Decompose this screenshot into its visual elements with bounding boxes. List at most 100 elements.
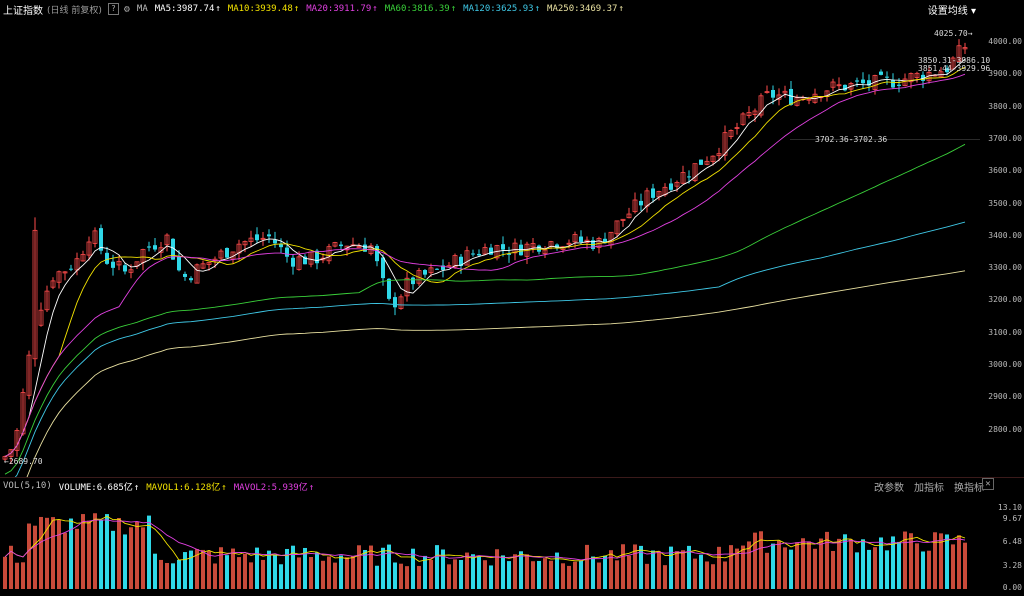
candle-body [614, 220, 620, 235]
ma10-line [4, 66, 966, 457]
ma-settings-button[interactable]: 设置均线 ▾ [928, 2, 976, 17]
candle-body [501, 244, 505, 250]
candle-body [20, 392, 26, 435]
switch-indicator-button[interactable]: 换指标 [954, 483, 984, 494]
volume-bar [861, 539, 865, 589]
candle-body [153, 245, 157, 250]
volume-bar [393, 562, 397, 589]
volume-bar [603, 555, 607, 589]
candle-body [789, 88, 793, 105]
volume-bar [399, 563, 403, 589]
volume-bar [297, 557, 301, 589]
price-tick-label: 3900.00 [988, 69, 1022, 79]
volume-bar [453, 559, 457, 589]
mavol-line [4, 519, 966, 561]
candle-body [746, 112, 752, 116]
volume-bar [21, 562, 25, 589]
volume-bar [45, 517, 49, 589]
volume-bar [837, 538, 841, 589]
candle-body [669, 183, 673, 190]
volume-tick-label: 3.28 [1002, 561, 1022, 570]
period-label[interactable]: (日线 前复权) [47, 5, 102, 16]
candlestick-chart[interactable]: ←2689.70 4025.70→ 3702.36-3702.36 3850.31-3… [0, 18, 1024, 478]
volume-bar [609, 550, 613, 589]
candle-body [566, 242, 572, 245]
volume-bar [123, 534, 127, 589]
volume-value: MAVOL2:5.939亿 [233, 482, 308, 493]
volume-bar [957, 535, 961, 589]
volume-bar [135, 521, 139, 589]
candle-body [489, 247, 493, 255]
price-tick-label: 3200.00 [988, 295, 1022, 305]
volume-bar [417, 565, 421, 589]
volume-bar [471, 554, 475, 589]
volume-bar [99, 519, 103, 589]
change-params-button[interactable]: 改参数 [874, 483, 904, 494]
close-icon[interactable]: ✕ [982, 478, 994, 490]
price-tick-label: 3400.00 [988, 230, 1022, 240]
volume-bar [57, 519, 61, 589]
volume-bar [543, 558, 547, 589]
arrow-up-icon: ↑ [215, 4, 221, 14]
ma-value: MA60:3816.39 [384, 4, 450, 14]
volume-bar [573, 561, 577, 589]
volume-bar [849, 539, 853, 589]
candle-body [404, 277, 410, 297]
index-title: 上证指数 [3, 5, 43, 17]
candle-body [956, 45, 962, 62]
candle-body [782, 90, 788, 94]
candle-body [339, 244, 343, 247]
candle-body [771, 89, 775, 98]
gear-icon[interactable]: ⚙ [123, 3, 130, 15]
volume-bar [585, 544, 589, 589]
price-tick-label: 3600.00 [988, 166, 1022, 176]
volume-bar [921, 551, 925, 589]
volume-bar [783, 547, 787, 589]
volume-bar [387, 544, 391, 589]
candle-body [758, 95, 764, 116]
high-price-annotation: 4025.70→ [934, 29, 973, 38]
volume-actions: 改参数 加指标 换指标 [874, 479, 984, 494]
candle-body [273, 239, 277, 244]
volume-bar [927, 550, 931, 589]
candle-body [291, 257, 295, 267]
candle-body [830, 81, 836, 88]
volume-bar [705, 561, 709, 589]
candle-body [183, 273, 187, 277]
add-indicator-button[interactable]: 加指标 [914, 483, 944, 494]
volume-chart[interactable] [0, 494, 1024, 596]
ma-values-list: MA5:3987.74↑ MA10:3939.48↑ MA20:3911.79↑ MA… [148, 4, 624, 14]
price-tick-label: 4000.00 [988, 37, 1022, 46]
candle-body [639, 200, 643, 206]
candle-body [111, 261, 115, 268]
price-tick-label: 3100.00 [988, 327, 1022, 337]
candle-body [206, 262, 212, 265]
candle-body [393, 297, 397, 308]
volume-bar [129, 527, 133, 589]
volume-bar [411, 548, 415, 589]
candle-body [315, 250, 319, 264]
candle-body [836, 84, 842, 87]
volume-tick-label: 9.67 [1002, 514, 1022, 523]
candle-body [62, 271, 68, 274]
ma-value: MA250:3469.37 [547, 4, 618, 14]
volume-bar [201, 549, 205, 589]
volume-bar [591, 556, 595, 589]
candle-body [411, 277, 415, 285]
candle-body [116, 260, 122, 266]
candle-body [728, 130, 734, 137]
volume-bar [819, 538, 823, 589]
candle-body [128, 269, 134, 273]
candle-body [363, 244, 367, 252]
volume-values-list: VOLUME:6.685亿↑ MAVOL1:6.128亿↑ MAVOL2:5.939… [52, 480, 314, 493]
candle-body [734, 127, 740, 129]
candle-body [296, 256, 302, 270]
volume-bar [3, 556, 7, 589]
volume-bar [831, 550, 835, 589]
ma60-line [4, 143, 966, 475]
volume-bar [117, 518, 121, 589]
volume-bar [519, 551, 523, 589]
help-icon[interactable]: ? [107, 3, 119, 15]
candle-body [32, 229, 38, 360]
volume-bar [501, 555, 505, 589]
